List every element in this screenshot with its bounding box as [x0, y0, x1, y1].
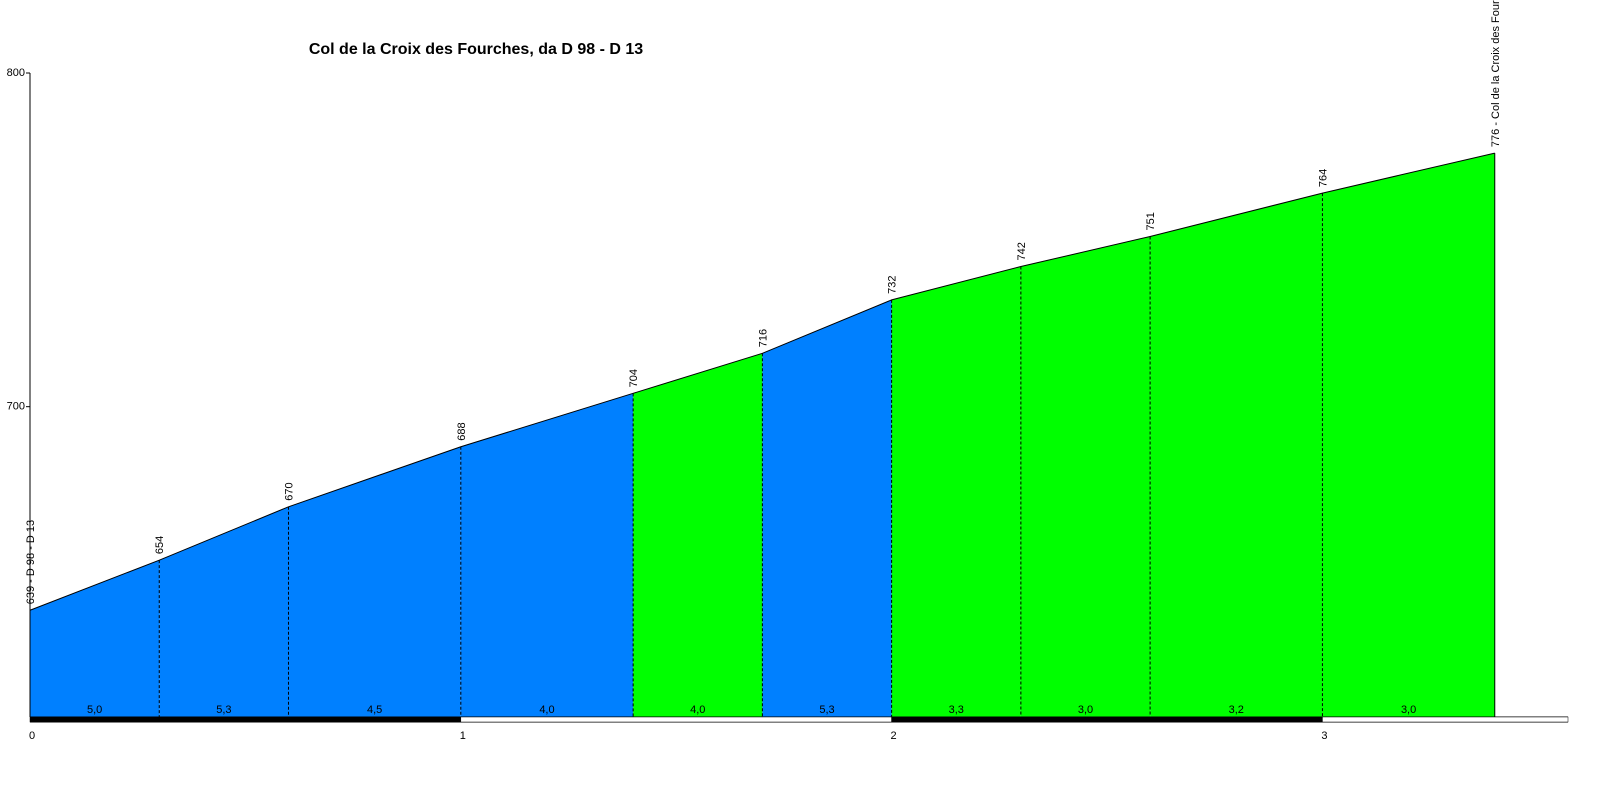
segment-area — [891, 266, 1021, 717]
grade-label: 3,2 — [1229, 704, 1244, 716]
km-bar — [29, 716, 462, 723]
grade-label: 4,0 — [539, 704, 554, 716]
point-label: 742 — [1016, 242, 1028, 260]
km-bar — [891, 716, 1323, 723]
areas — [30, 153, 1495, 718]
grade-label: 3,0 — [1401, 704, 1416, 716]
segment-area — [1020, 236, 1151, 717]
point-label: 654 — [154, 536, 166, 554]
point-label: 751 — [1145, 212, 1157, 230]
point-label: 704 — [628, 369, 640, 387]
grade-label: 3,3 — [949, 704, 964, 716]
point-label: 670 — [283, 482, 295, 500]
segment-area — [1150, 193, 1323, 717]
segment-area — [460, 393, 634, 717]
x-tick-label: 3 — [1321, 730, 1327, 742]
x-tick-label: 0 — [29, 730, 35, 742]
segment-area — [288, 446, 461, 717]
point-label: 716 — [757, 329, 769, 347]
segment-area — [30, 560, 160, 717]
x-tick-label: 1 — [460, 730, 466, 742]
point-label: 776 - Col de la Croix des Fourches — [1490, 0, 1502, 147]
x-tick-label: 2 — [891, 730, 897, 742]
segment-area — [633, 353, 763, 717]
point-label: 688 — [456, 422, 468, 440]
segment-area — [159, 506, 289, 717]
grade-label: 4,5 — [367, 704, 382, 716]
y-tick-label: 700 — [7, 401, 25, 413]
point-label: 764 — [1317, 169, 1329, 187]
point-label: 639 - D 98 - D 13 — [25, 520, 37, 604]
grade-label: 5,0 — [87, 704, 102, 716]
overlay: 5,0 5,3 4,5 4,0 4,0 5,3 3,3 3,0 3,2 3,0 639 - D 98… — [7, 0, 1569, 742]
km-bar — [460, 716, 892, 723]
segment-area — [1322, 153, 1495, 718]
grade-label: 5,3 — [216, 704, 231, 716]
chart-title: Col de la Croix des Fourches, da D 98 - … — [309, 41, 643, 58]
point-label: 732 — [887, 276, 899, 294]
grade-label: 4,0 — [690, 704, 705, 716]
segment-area — [762, 299, 892, 717]
y-tick-label: 800 — [7, 67, 25, 79]
grade-label: 5,3 — [819, 704, 834, 716]
km-bar — [1322, 716, 1569, 723]
grade-label: 3,0 — [1078, 704, 1093, 716]
